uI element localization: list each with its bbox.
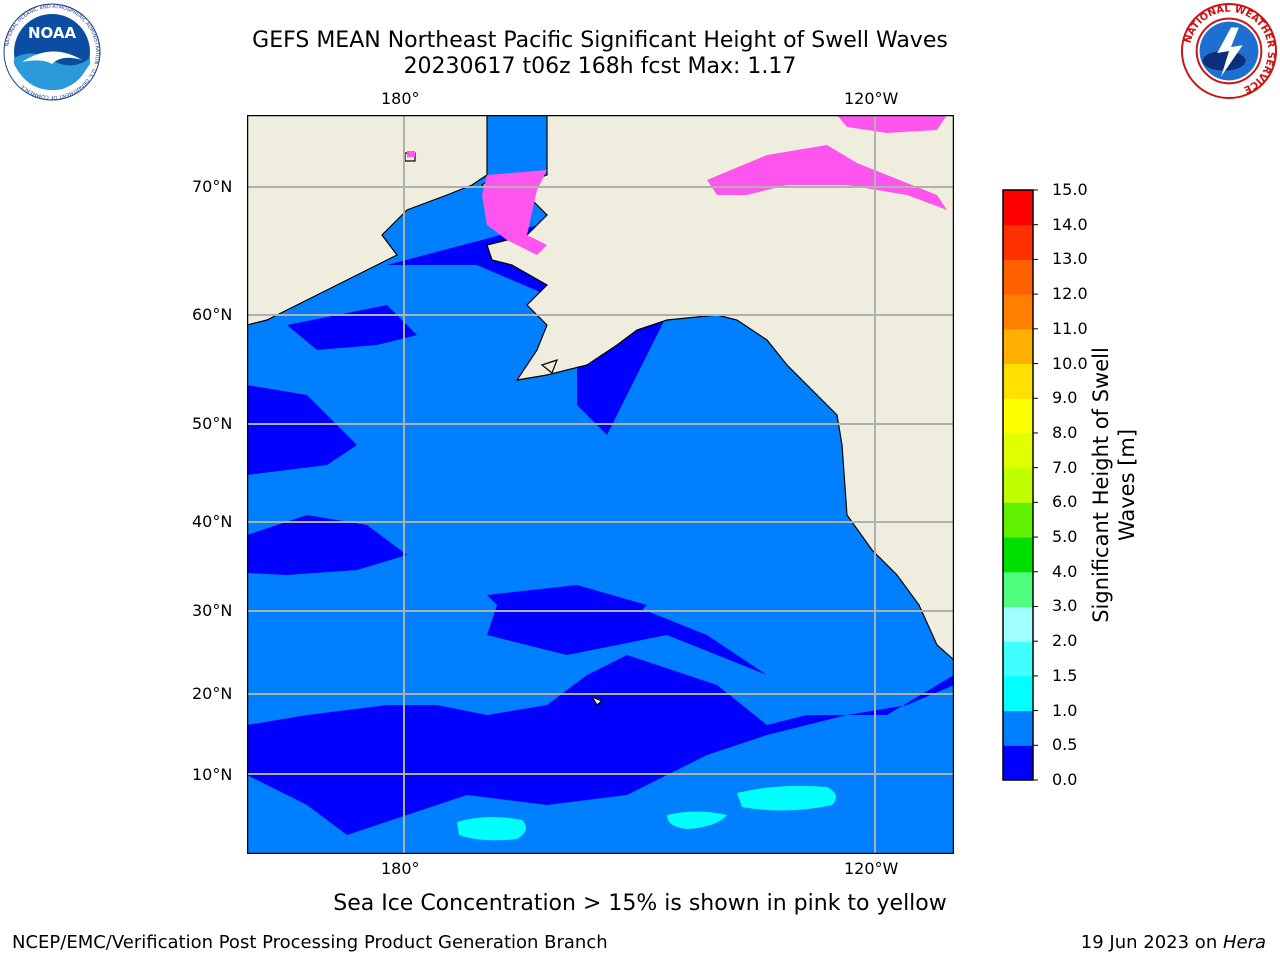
colorbar-tick-label: 6.0: [1052, 492, 1078, 512]
footer-date-text: 19 Jun 2023 on: [1080, 932, 1223, 953]
colorbar-tick-label: 15.0: [1052, 180, 1088, 199]
colorbar-swatch: [1003, 502, 1033, 538]
colorbar-title: Significant Height of Swell Waves [m]: [1088, 347, 1140, 623]
lon-label-bottom-180: 180°: [381, 859, 420, 878]
colorbar-frame: [1002, 189, 1034, 781]
noaa-logo: NOAA NATIONAL OCEANIC AND ATMOSPHERIC AD…: [3, 3, 101, 101]
colorbar-swatch: [1003, 641, 1033, 677]
svg-text:NOAA: NOAA: [28, 24, 77, 42]
colorbar-tick-label: 8.0: [1052, 422, 1078, 442]
footer-host: Hera: [1222, 932, 1266, 953]
swell-height-map: [247, 115, 954, 854]
colorbar-swatch: [1003, 745, 1033, 781]
colorbar-swatch: [1003, 537, 1033, 573]
colorbar-swatch: [1003, 675, 1033, 712]
lat-label-50n: 50°N: [192, 414, 233, 433]
land: [247, 115, 954, 706]
colorbar-tick-label: 13.0: [1052, 249, 1088, 269]
footer-date: 19 Jun 2023 on Hera: [1081, 932, 1266, 953]
colorbar-swatch: [1003, 363, 1033, 399]
colorbar-swatch: [1003, 710, 1033, 746]
colorbar-swatch: [1003, 224, 1033, 260]
lat-label-10n: 10°N: [192, 765, 233, 784]
colorbar-tick-label: 2.0: [1052, 631, 1078, 651]
colorbar-tick-label: 5.0: [1052, 527, 1078, 547]
colorbar-tick-label: 0.5: [1052, 735, 1078, 755]
lon-label-bottom-120w: 120°W: [844, 859, 899, 878]
lon-label-top-120w: 120°W: [844, 89, 899, 108]
colorbar-swatch: [1003, 259, 1033, 295]
colorbar-swatch: [1003, 398, 1033, 434]
ocean-high-swell: [457, 785, 836, 841]
colorbar-tick-label: 1.0: [1052, 700, 1078, 720]
colorbar-swatch: [1003, 432, 1033, 469]
colorbar: [1002, 189, 1038, 781]
chart-title: GEFS MEAN Northeast Pacific Significant …: [252, 28, 948, 53]
colorbar-tick-label: 1.5: [1052, 665, 1078, 685]
colorbar-tick-label: 3.0: [1052, 596, 1078, 616]
colorbar-tick-label: 4.0: [1052, 561, 1078, 581]
colorbar-tick-label: 14.0: [1052, 214, 1088, 234]
colorbar-tick-label: 12.0: [1052, 284, 1088, 304]
sea-ice-caption: Sea Ice Concentration > 15% is shown in …: [333, 891, 947, 916]
colorbar-swatch: [1003, 190, 1033, 226]
lat-label-60n: 60°N: [192, 305, 233, 324]
lon-label-top-180: 180°: [381, 89, 420, 108]
gridlines: [247, 115, 954, 854]
chart-subtitle: 20230617 t06z 168h fcst Max: 1.17: [403, 54, 797, 79]
map-frame: [247, 115, 954, 854]
colorbar-tick-label: 10.0: [1052, 353, 1088, 373]
colorbar-swatch: [1003, 328, 1033, 365]
lat-label-20n: 20°N: [192, 684, 233, 703]
lat-label-30n: 30°N: [192, 601, 233, 620]
colorbar-title-line2: Waves [m]: [1115, 428, 1139, 542]
colorbar-swatch: [1003, 467, 1033, 503]
nws-logo: NATIONAL WEATHER SERVICE: [1180, 2, 1278, 100]
sea-ice: [407, 115, 947, 255]
lat-label-40n: 40°N: [192, 512, 233, 531]
colorbar-tick-label: 0.0: [1052, 770, 1078, 789]
colorbar-tick-label: 7.0: [1052, 457, 1078, 477]
lat-label-70n: 70°N: [192, 177, 233, 196]
footer-branch: NCEP/EMC/Verification Post Processing Pr…: [12, 932, 608, 953]
colorbar-swatch: [1003, 294, 1033, 330]
colorbar-tick-label: 11.0: [1052, 318, 1088, 338]
colorbar-title-line1: Significant Height of Swell: [1089, 347, 1113, 623]
colorbar-swatch: [1003, 571, 1033, 607]
colorbar-tick-label: 9.0: [1052, 388, 1078, 408]
colorbar-swatch: [1003, 606, 1033, 642]
